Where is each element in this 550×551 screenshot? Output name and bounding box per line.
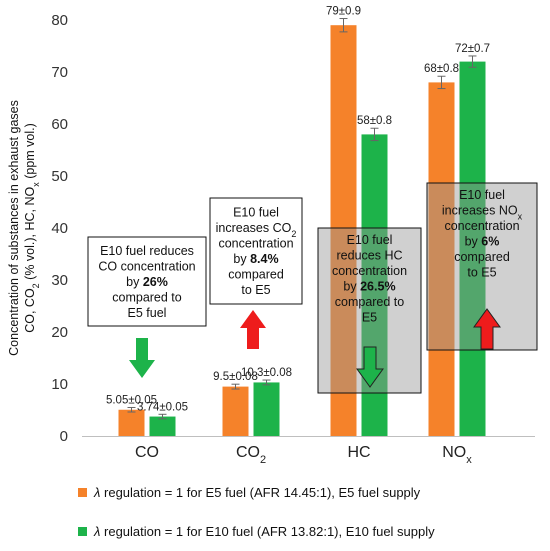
bar (118, 409, 145, 436)
y-tick-label: 80 (51, 12, 68, 29)
x-tick-label: HC (347, 444, 370, 461)
annotation-text: increases NOx (442, 204, 523, 222)
data-label: 5.05±0.05 (106, 394, 157, 406)
y-tick-label: 40 (51, 220, 68, 237)
annotation-text: by 6% (465, 235, 500, 249)
annotation-text: compared to (112, 290, 182, 304)
annotation-box (87, 236, 207, 327)
annotation-text: E10 fuel reduces (100, 244, 194, 258)
annotation-text: by 26% (126, 275, 168, 289)
bar (361, 134, 388, 436)
data-label: 72±0.7 (455, 43, 490, 55)
data-label: 9.5±0.08 (213, 371, 258, 383)
bar (222, 386, 249, 436)
annotation-text: concentration (444, 219, 519, 233)
annotation-text: E10 fuel (459, 188, 505, 202)
y-tick-label: 10 (51, 376, 68, 393)
annotation-text: concentration (218, 237, 293, 251)
annotation-text: by 8.4% (233, 252, 278, 266)
y-tick-label: 0 (60, 428, 68, 445)
bar (459, 61, 486, 436)
data-label: 68±0.8 (424, 63, 459, 75)
annotation-text: concentration (332, 264, 407, 278)
data-label: 3.74±0.05 (137, 401, 188, 413)
y-tick-label: 30 (51, 272, 68, 289)
legend-label: λ regulation = 1 for E5 fuel (AFR 14.45:… (93, 485, 421, 500)
x-tick-label: CO (135, 444, 159, 461)
data-label: 10.3±0.08 (241, 367, 292, 379)
annotation-box (209, 197, 303, 305)
arrow-up-icon (473, 308, 501, 350)
annotation-text: reduces HC (337, 249, 403, 263)
bar (253, 382, 280, 436)
y-tick-label: 60 (51, 116, 68, 133)
x-tick-label: CO2 (236, 444, 266, 466)
annotation-text: compared (228, 268, 284, 282)
bar (330, 25, 357, 436)
y-axis-title: Concentration of substances in exhaust g… (7, 100, 21, 356)
legend-label: λ regulation = 1 for E10 fuel (AFR 13.82… (93, 524, 435, 539)
annotation-text: E10 fuel (233, 206, 279, 220)
bar (428, 82, 455, 437)
bar (149, 416, 176, 436)
annotation-text: CO concentration (98, 259, 195, 273)
y-tick-label: 20 (51, 324, 68, 341)
annotation-text: E5 fuel (128, 306, 167, 320)
annotation-text: increases CO2 (216, 221, 297, 239)
x-tick-label: NOx (442, 444, 472, 466)
data-label: 58±0.8 (357, 115, 392, 127)
arrow-down-icon (356, 346, 384, 388)
annotation-text: to E5 (241, 283, 270, 297)
annotation-text: E5 (362, 311, 377, 325)
arrow-up-icon (240, 310, 266, 349)
annotation-text: E10 fuel (347, 233, 393, 247)
y-axis-title: CO, CO2 (% vol.), HC, NOx (ppm vol.) (23, 123, 41, 333)
annotation-text: compared to (335, 295, 405, 309)
y-tick-label: 70 (51, 64, 68, 81)
y-tick-label: 50 (51, 168, 68, 185)
legend-swatch (78, 488, 87, 497)
annotation-text: to E5 (467, 266, 496, 280)
annotation-text: by 26.5% (343, 280, 395, 294)
arrow-down-icon (129, 338, 155, 378)
data-label: 79±0.9 (326, 6, 361, 18)
legend-swatch (78, 527, 87, 536)
annotation-text: compared (454, 250, 510, 264)
